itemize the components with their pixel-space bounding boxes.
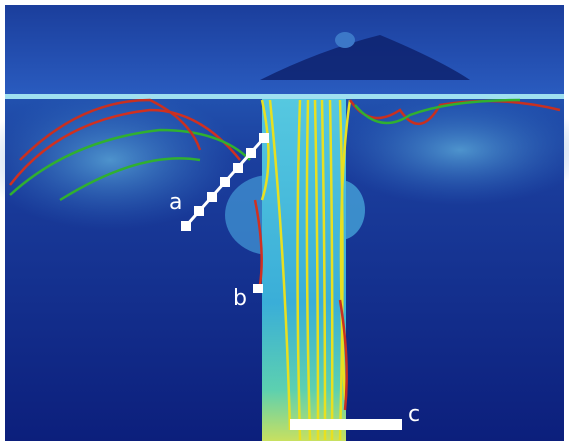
marker-b — [253, 284, 263, 293]
page: a b c (() => { const data = JSON.parse(d… — [0, 0, 569, 446]
image: a b c — [0, 0, 569, 446]
scale-bar — [290, 419, 402, 430]
blob — [335, 32, 355, 48]
label: a — [169, 190, 182, 215]
surface-line — [5, 94, 564, 99]
label: b — [233, 286, 247, 311]
label: c — [408, 402, 420, 427]
upper-region — [5, 5, 564, 97]
